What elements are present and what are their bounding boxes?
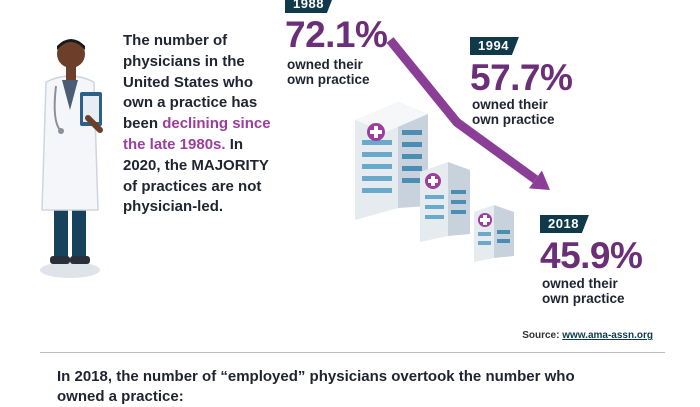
caption-1994: owned their own practice xyxy=(472,97,555,127)
divider xyxy=(40,352,665,353)
year-tag-2018: 2018 xyxy=(540,215,589,233)
value-label-1988: 72.1% xyxy=(285,14,388,55)
value-label-2018: 45.9% xyxy=(540,235,643,276)
intro-after: In 2020, the MAJORITY of practices are n… xyxy=(123,135,269,216)
building-medium xyxy=(420,162,470,242)
year-tag-1994: 1994 xyxy=(470,37,519,55)
source-link[interactable]: www.ama-assn.org xyxy=(562,330,653,341)
intro-before: The number of physicians in the United S… xyxy=(123,32,258,133)
trend-arrow-line xyxy=(386,37,539,184)
value-label-1994: 57.7% xyxy=(470,57,573,98)
trend-arrow-head xyxy=(528,170,550,190)
building-large xyxy=(355,102,428,220)
bottom-text: In 2018, the number of “employed” physic… xyxy=(57,368,575,405)
source-label: Source: xyxy=(522,330,560,341)
year-tag-1988: 1988 xyxy=(285,0,334,13)
intro-highlight: declining since the late 1980s. xyxy=(123,115,271,153)
intro-text: The number of physicians in the United S… xyxy=(123,31,283,218)
building-small xyxy=(474,205,514,262)
caption-1988: owned their own practice xyxy=(287,57,370,87)
caption-2018: owned their own practice xyxy=(542,276,625,306)
doctor-illustration xyxy=(40,39,103,278)
trend-arrow xyxy=(386,37,550,190)
source-line: Source: www.ama-assn.org xyxy=(522,330,653,341)
